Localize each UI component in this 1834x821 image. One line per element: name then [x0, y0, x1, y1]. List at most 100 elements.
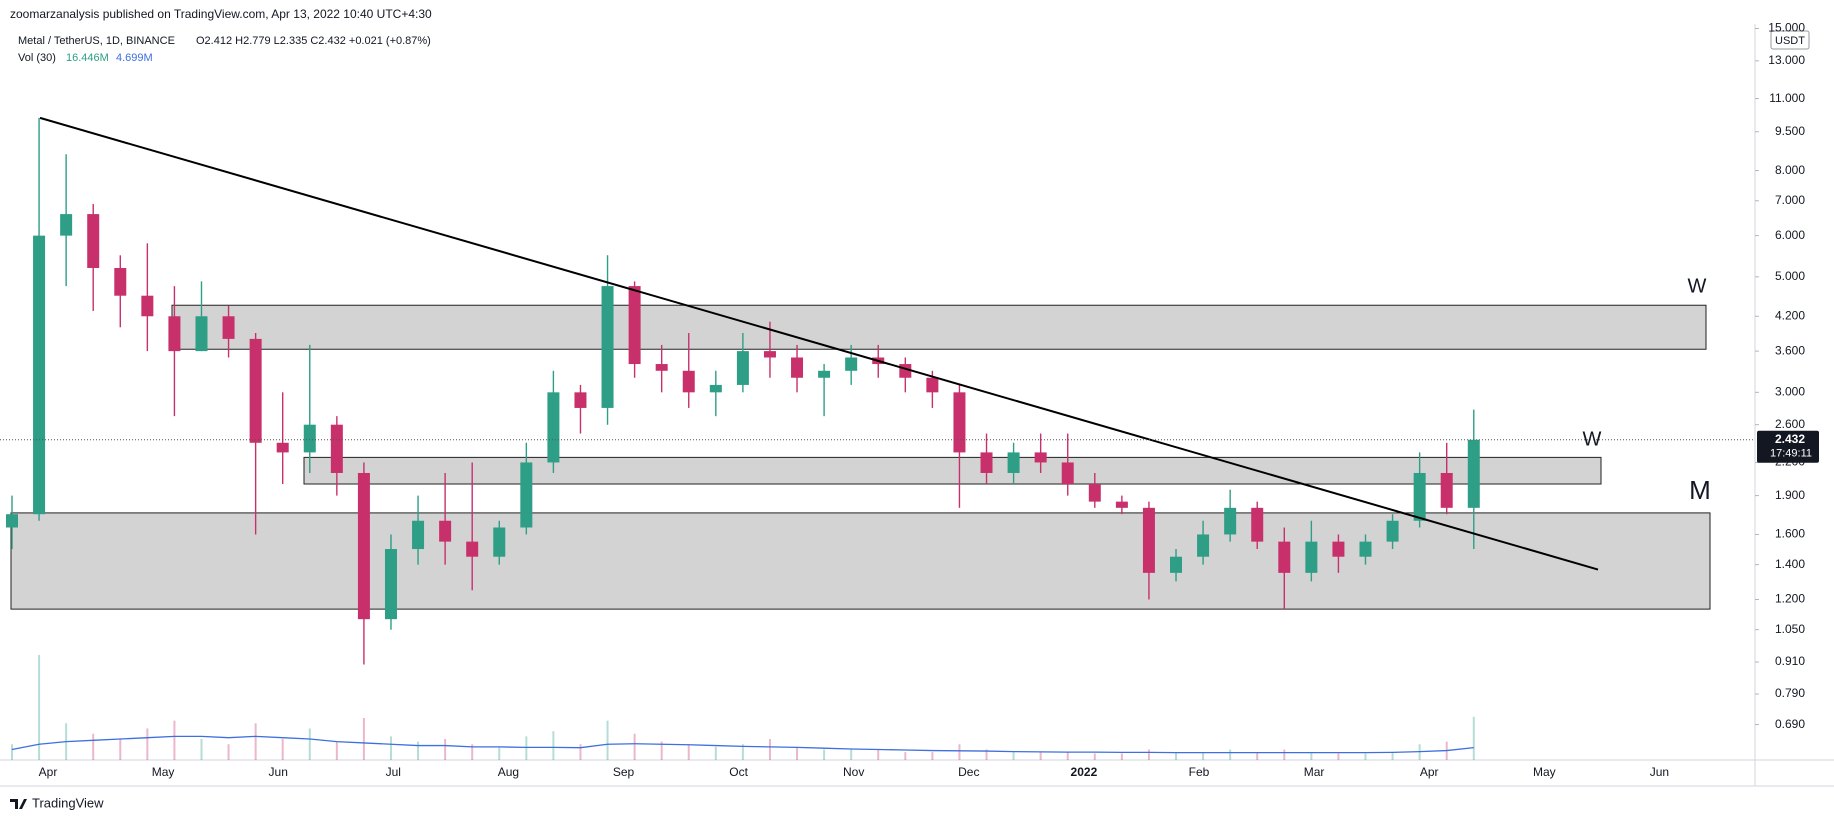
annotation: W — [1688, 275, 1707, 297]
candle-body — [168, 316, 181, 352]
volume-bar — [823, 749, 826, 760]
logo-mark — [10, 799, 27, 809]
vol-value: 16.446M — [66, 52, 109, 64]
candle-body — [303, 424, 316, 453]
volume-bar — [931, 752, 934, 760]
candle-body — [439, 520, 452, 542]
last-price-box — [1757, 430, 1819, 463]
candle-body — [33, 235, 46, 515]
ohlc: O2.412 H2.779 L2.335 C2.432 +0.021 (+0.8… — [196, 35, 431, 47]
y-tick-label: 15.000 — [1768, 21, 1805, 35]
volume-bar — [660, 741, 663, 760]
currency: USDT — [1775, 35, 1805, 47]
volume-bar — [958, 744, 961, 760]
candle-body — [357, 472, 370, 620]
candle-body — [1359, 541, 1372, 557]
annotation: M — [1689, 475, 1711, 505]
y-tick-label: 3.000 — [1775, 385, 1805, 399]
candle-body — [1115, 501, 1128, 508]
volume-bar — [417, 741, 420, 760]
y-tick-label: 1.400 — [1775, 557, 1805, 571]
volume-bar — [850, 749, 853, 760]
x-tick-label: Mar — [1304, 765, 1325, 779]
volume-bar — [11, 744, 13, 760]
x-tick-label: Aug — [498, 765, 519, 779]
candle-body — [493, 527, 506, 557]
candle-body — [87, 214, 100, 268]
volume-bar — [389, 736, 392, 760]
volume-bar — [1039, 752, 1042, 760]
trendline — [39, 116, 1599, 571]
volume-bar — [1283, 749, 1286, 760]
volume-bar — [579, 744, 582, 760]
volume-bar — [552, 731, 555, 760]
y-tick-label: 4.200 — [1775, 308, 1805, 322]
x-tick-label: Nov — [843, 765, 864, 779]
y-tick-label: 13.000 — [1768, 53, 1805, 67]
plot-area — [10, 304, 1711, 610]
vol-label: Vol (30) — [18, 52, 56, 64]
candle-body — [791, 357, 804, 378]
volume-bar — [92, 733, 95, 760]
volume-bar — [254, 723, 257, 760]
candle-body — [736, 351, 749, 385]
volume-bar — [525, 736, 528, 760]
brand: TradingView — [32, 795, 104, 810]
volume-bar — [1337, 753, 1340, 760]
volume-bar — [281, 739, 284, 760]
candle-body — [1467, 439, 1480, 508]
volume-bar — [335, 741, 338, 760]
volume-bar — [1175, 752, 1178, 760]
volume-bar — [1364, 753, 1367, 760]
volume-bar — [877, 749, 880, 760]
x-tick-label: Apr — [1420, 765, 1439, 779]
candle-body — [1061, 462, 1074, 485]
y-tick-label: 2.600 — [1775, 417, 1805, 431]
volume-pane — [11, 655, 1475, 760]
volume-bar — [796, 746, 799, 760]
y-tick-label: 8.000 — [1775, 163, 1805, 177]
candle-body — [1332, 541, 1345, 557]
candle-body — [222, 316, 235, 339]
candle-body — [574, 392, 587, 408]
candle-body — [60, 214, 73, 236]
countdown: 17:49:11 — [1770, 448, 1812, 460]
y-tick-label: 5.000 — [1775, 269, 1805, 283]
candle-body — [682, 370, 695, 393]
candle-body — [1197, 534, 1210, 557]
volume-bar — [362, 718, 365, 760]
volume-bar — [227, 744, 230, 760]
candle-body — [547, 392, 560, 463]
y-tick-label: 6.000 — [1775, 228, 1805, 242]
zone — [171, 304, 1707, 350]
volume-bar — [606, 720, 609, 760]
candle-body — [1386, 520, 1399, 542]
volume-bar — [498, 746, 501, 760]
volume-bar — [200, 739, 203, 760]
volume-ma-line — [11, 735, 1474, 754]
y-tick-label: 7.000 — [1775, 193, 1805, 207]
volume-bar — [1229, 749, 1232, 760]
x-tick-label: Jul — [386, 765, 401, 779]
y-tick-label: 3.600 — [1775, 343, 1805, 357]
volume-bar — [1093, 753, 1096, 760]
vol-ma-value: 4.699M — [116, 52, 153, 64]
candle-body — [1413, 472, 1426, 521]
y-tick-label: 0.690 — [1775, 717, 1805, 731]
candle-body — [114, 267, 127, 296]
candle-body — [926, 377, 939, 393]
candle-body — [818, 370, 831, 378]
volume-bar — [768, 739, 771, 760]
volume-bar — [1066, 752, 1069, 760]
y-tick-label: 9.500 — [1775, 124, 1805, 138]
candle-body — [763, 351, 776, 358]
candle-body — [709, 384, 722, 393]
candle-body — [953, 392, 966, 453]
candle-body — [520, 462, 533, 528]
volume-bar — [1202, 752, 1205, 760]
x-tick-label: May — [152, 765, 175, 779]
volume-bar — [1310, 752, 1313, 760]
y-tick-label: 0.790 — [1775, 686, 1805, 700]
candle-body — [1224, 507, 1237, 535]
volume-bar — [1256, 752, 1259, 760]
